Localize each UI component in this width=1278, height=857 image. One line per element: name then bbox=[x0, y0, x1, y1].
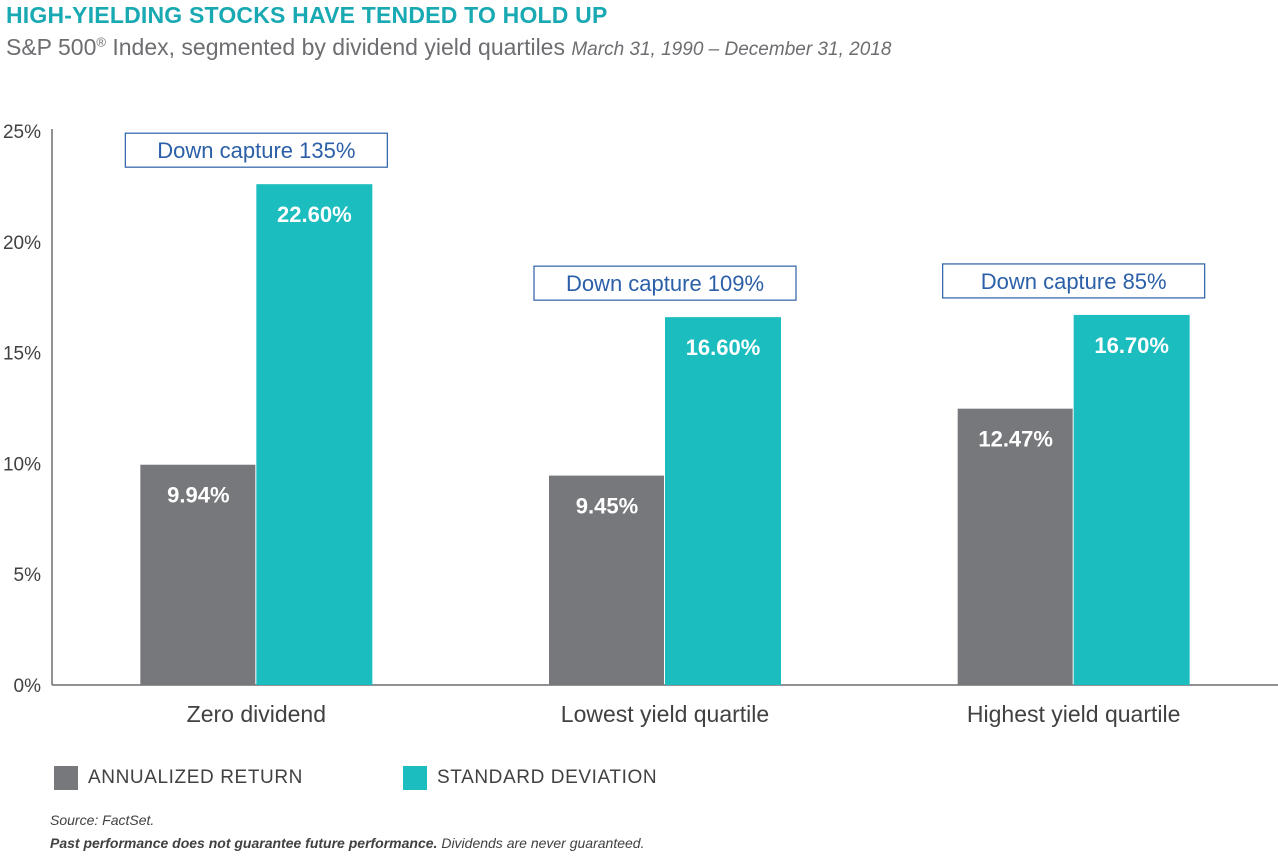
registered-mark: ® bbox=[96, 34, 106, 50]
bar-value-label: 16.60% bbox=[686, 335, 761, 360]
legend-label-standard-deviation: STANDARD DEVIATION bbox=[437, 767, 658, 788]
disclaimer-rest: Dividends are never guaranteed. bbox=[437, 835, 645, 851]
legend-annualized-return: ANNUALIZED RETURN bbox=[54, 766, 303, 790]
y-tick-label: 25% bbox=[3, 122, 41, 143]
x-category-label: Zero dividend bbox=[187, 701, 326, 727]
bar-annualized-return-zero-dividend bbox=[140, 464, 256, 685]
y-tick-label: 5% bbox=[14, 565, 42, 586]
bar-value-label: 22.60% bbox=[277, 202, 352, 227]
legend-standard-deviation: STANDARD DEVIATION bbox=[403, 766, 657, 790]
legend-swatch-annualized-return bbox=[54, 766, 78, 790]
bar-annualized-return-highest-yield-quartile bbox=[957, 408, 1073, 685]
subtitle-index: S&P 500 bbox=[6, 34, 97, 60]
x-category-label: Lowest yield quartile bbox=[561, 701, 769, 727]
chart-title: HIGH-YIELDING STOCKS HAVE TENDED TO HOLD… bbox=[6, 2, 608, 28]
down-capture-label: Down capture 135% bbox=[157, 138, 355, 163]
subtitle-description: Index, segmented by dividend yield quart… bbox=[105, 34, 572, 60]
bar-chart: 0% 5% 10% 15% 20% 25% 9.94% 22.60% Zero dividend… bbox=[3, 122, 1278, 727]
bar-value-label: 16.70% bbox=[1094, 333, 1169, 358]
subtitle-period: March 31, 1990 – December 31, 2018 bbox=[571, 39, 892, 60]
bar-standard-deviation-highest-yield-quartile bbox=[1073, 314, 1190, 685]
y-tick-label: 20% bbox=[3, 233, 41, 254]
down-capture-box bbox=[533, 265, 797, 301]
bar-standard-deviation-zero-dividend bbox=[256, 184, 373, 685]
y-tick-label: 15% bbox=[3, 344, 41, 365]
chart-subtitle: S&P 500® Index, segmented by dividend yi… bbox=[6, 34, 891, 61]
y-tick-label: 10% bbox=[3, 454, 41, 475]
y-tick-label: 0% bbox=[14, 676, 42, 697]
legend-swatch-standard-deviation bbox=[403, 766, 427, 790]
disclaimer-note: Past performance does not guarantee futu… bbox=[50, 835, 644, 851]
bar-value-label: 9.94% bbox=[167, 483, 229, 508]
source-note: Source: FactSet. bbox=[50, 812, 155, 828]
down-capture-label: Down capture 109% bbox=[566, 271, 764, 296]
x-category-label: Highest yield quartile bbox=[967, 701, 1181, 727]
bar-standard-deviation-lowest-yield-quartile bbox=[665, 317, 781, 685]
bar-value-label: 12.47% bbox=[978, 427, 1053, 452]
legend-label-annualized-return: ANNUALIZED RETURN bbox=[88, 767, 303, 788]
disclaimer-bold: Past performance does not guarantee futu… bbox=[50, 835, 438, 851]
down-capture-box bbox=[942, 263, 1206, 299]
down-capture-label: Down capture 85% bbox=[981, 269, 1167, 294]
bar-value-label: 9.45% bbox=[576, 494, 638, 519]
down-capture-box bbox=[124, 132, 388, 168]
bar-annualized-return-lowest-yield-quartile bbox=[549, 475, 664, 685]
